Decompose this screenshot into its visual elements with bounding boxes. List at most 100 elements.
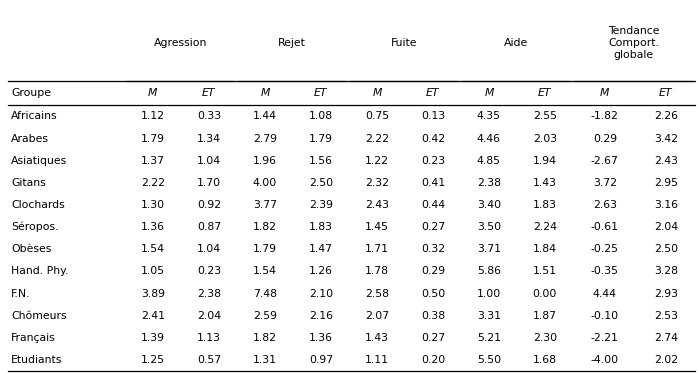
- Text: 5.50: 5.50: [477, 355, 501, 365]
- Text: -0.25: -0.25: [591, 244, 619, 254]
- Text: 0.41: 0.41: [421, 178, 445, 188]
- Text: 0.57: 0.57: [197, 355, 221, 365]
- Text: 2.22: 2.22: [141, 178, 165, 188]
- Text: 0.32: 0.32: [421, 244, 445, 254]
- Text: Etudiants: Etudiants: [11, 355, 63, 365]
- Text: 2.16: 2.16: [309, 311, 333, 321]
- Text: Agression: Agression: [154, 38, 207, 48]
- Text: 2.43: 2.43: [654, 156, 678, 166]
- Text: 1.96: 1.96: [253, 156, 277, 166]
- Text: 2.74: 2.74: [654, 333, 678, 343]
- Text: 1.13: 1.13: [197, 333, 221, 343]
- Text: 2.79: 2.79: [253, 134, 277, 144]
- Text: 2.93: 2.93: [654, 289, 678, 299]
- Text: 0.50: 0.50: [421, 289, 445, 299]
- Text: Hand. Phy.: Hand. Phy.: [11, 266, 68, 276]
- Text: 7.48: 7.48: [253, 289, 277, 299]
- Text: 1.51: 1.51: [533, 266, 557, 276]
- Text: 0.27: 0.27: [421, 333, 445, 343]
- Text: 1.08: 1.08: [309, 112, 333, 122]
- Text: 1.04: 1.04: [197, 244, 221, 254]
- Text: 1.37: 1.37: [141, 156, 165, 166]
- Text: 1.05: 1.05: [141, 266, 165, 276]
- Text: 0.27: 0.27: [421, 222, 445, 232]
- Text: 2.04: 2.04: [197, 311, 221, 321]
- Text: 0.75: 0.75: [365, 112, 389, 122]
- Text: ET: ET: [314, 88, 327, 98]
- Text: 0.29: 0.29: [421, 266, 445, 276]
- Text: 2.43: 2.43: [365, 200, 389, 210]
- Text: Rejet: Rejet: [279, 38, 306, 48]
- Text: 1.79: 1.79: [253, 244, 277, 254]
- Text: 0.20: 0.20: [421, 355, 445, 365]
- Text: 0.38: 0.38: [421, 311, 445, 321]
- Text: 1.04: 1.04: [197, 156, 221, 166]
- Text: 4.44: 4.44: [593, 289, 617, 299]
- Text: 0.00: 0.00: [533, 289, 557, 299]
- Text: 1.70: 1.70: [197, 178, 221, 188]
- Text: 1.56: 1.56: [309, 156, 333, 166]
- Text: 1.36: 1.36: [141, 222, 165, 232]
- Text: 2.41: 2.41: [141, 311, 165, 321]
- Text: 1.22: 1.22: [365, 156, 389, 166]
- Text: 1.30: 1.30: [141, 200, 165, 210]
- Text: 2.38: 2.38: [197, 289, 221, 299]
- Text: 1.82: 1.82: [253, 333, 277, 343]
- Text: 1.31: 1.31: [253, 355, 277, 365]
- Text: M: M: [148, 88, 158, 98]
- Text: 1.71: 1.71: [365, 244, 389, 254]
- Text: Clochards: Clochards: [11, 200, 65, 210]
- Text: 2.95: 2.95: [654, 178, 678, 188]
- Text: Asiatiques: Asiatiques: [11, 156, 68, 166]
- Text: M: M: [260, 88, 269, 98]
- Text: 2.04: 2.04: [654, 222, 678, 232]
- Text: 4.46: 4.46: [477, 134, 501, 144]
- Text: 1.39: 1.39: [141, 333, 165, 343]
- Text: 1.94: 1.94: [533, 156, 557, 166]
- Text: ET: ET: [426, 88, 440, 98]
- Text: 1.47: 1.47: [309, 244, 333, 254]
- Text: 1.82: 1.82: [253, 222, 277, 232]
- Text: 0.23: 0.23: [421, 156, 445, 166]
- Text: 3.16: 3.16: [654, 200, 678, 210]
- Text: 0.87: 0.87: [197, 222, 221, 232]
- Text: 2.58: 2.58: [365, 289, 389, 299]
- Text: M: M: [372, 88, 382, 98]
- Text: -4.00: -4.00: [591, 355, 619, 365]
- Text: 3.31: 3.31: [477, 311, 501, 321]
- Text: 1.12: 1.12: [141, 112, 165, 122]
- Text: 0.33: 0.33: [197, 112, 221, 122]
- Text: -0.10: -0.10: [591, 311, 619, 321]
- Text: Africains: Africains: [11, 112, 58, 122]
- Text: Chômeurs: Chômeurs: [11, 311, 67, 321]
- Text: 1.79: 1.79: [141, 134, 165, 144]
- Text: F.N.: F.N.: [11, 289, 31, 299]
- Text: 3.42: 3.42: [654, 134, 678, 144]
- Text: 1.44: 1.44: [253, 112, 277, 122]
- Text: 2.30: 2.30: [533, 333, 557, 343]
- Text: Séropos.: Séropos.: [11, 222, 59, 232]
- Text: 1.54: 1.54: [141, 244, 165, 254]
- Text: 1.78: 1.78: [365, 266, 389, 276]
- Text: 1.43: 1.43: [533, 178, 557, 188]
- Text: ET: ET: [202, 88, 216, 98]
- Text: ET: ET: [538, 88, 551, 98]
- Text: 2.02: 2.02: [654, 355, 678, 365]
- Text: 5.86: 5.86: [477, 266, 501, 276]
- Text: 0.23: 0.23: [197, 266, 221, 276]
- Text: 2.10: 2.10: [309, 289, 333, 299]
- Text: M: M: [484, 88, 493, 98]
- Text: 3.50: 3.50: [477, 222, 501, 232]
- Text: 2.03: 2.03: [533, 134, 557, 144]
- Text: 1.25: 1.25: [141, 355, 165, 365]
- Text: 3.72: 3.72: [593, 178, 617, 188]
- Text: 3.40: 3.40: [477, 200, 501, 210]
- Text: Gitans: Gitans: [11, 178, 46, 188]
- Text: 1.54: 1.54: [253, 266, 277, 276]
- Text: 2.24: 2.24: [533, 222, 557, 232]
- Text: 0.42: 0.42: [421, 134, 445, 144]
- Text: 2.38: 2.38: [477, 178, 501, 188]
- Text: 2.32: 2.32: [365, 178, 389, 188]
- Text: -2.21: -2.21: [591, 333, 618, 343]
- Text: 0.29: 0.29: [593, 134, 617, 144]
